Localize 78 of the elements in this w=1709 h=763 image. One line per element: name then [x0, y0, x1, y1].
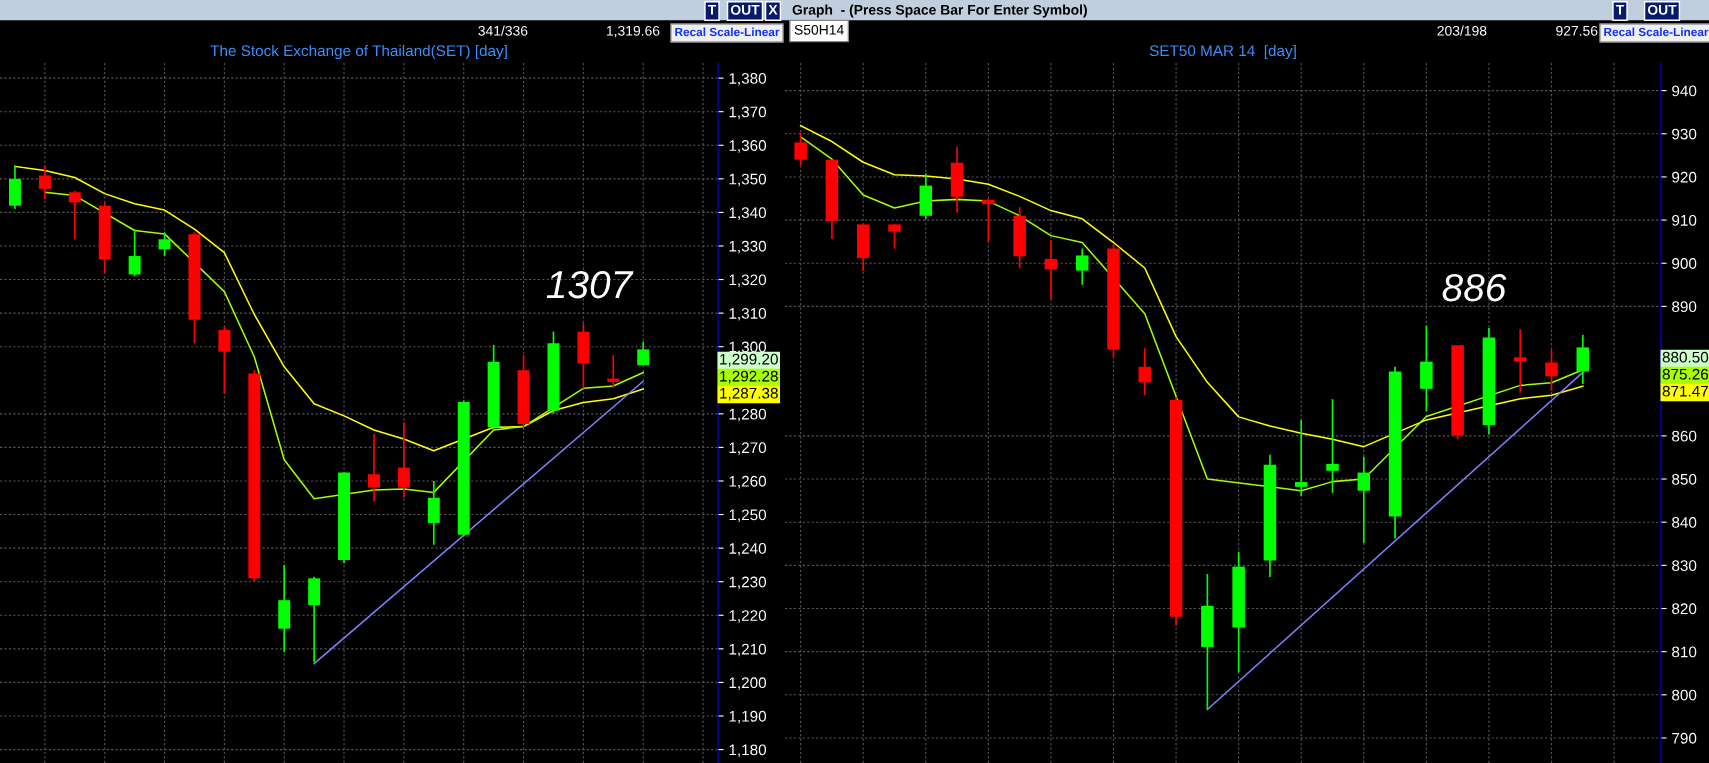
text: 1,319.66	[607, 25, 660, 38]
y-tick-label: 1,310	[729, 307, 767, 321]
y-tick-label: 1,340	[729, 207, 767, 220]
y-tick-label: 940	[1672, 85, 1697, 97]
text: 875.26	[1662, 368, 1709, 380]
text: Graph - (Press Space Bar For Enter Symbol)	[792, 4, 1087, 18]
y-tick-label: 930	[1672, 128, 1697, 140]
y-tick-label: 790	[1672, 732, 1697, 744]
text: 1,287.38	[720, 387, 778, 401]
text: OUT	[1647, 4, 1677, 15]
text: 1,292.28	[720, 370, 778, 384]
candlestick	[982, 197, 995, 243]
candlestick	[397, 421, 410, 499]
y-tick-label: 1,260	[729, 475, 767, 489]
y-tick-label: 1,350	[729, 173, 767, 187]
annotation: 1307	[546, 270, 634, 299]
candlestick	[1138, 347, 1152, 397]
line-series	[44, 191, 644, 500]
text: 341/336	[478, 25, 528, 36]
y-tick-label: 1,360	[729, 140, 767, 153]
y-tick-label: 810	[1672, 646, 1697, 658]
line-series	[799, 124, 1584, 448]
text: T	[707, 5, 717, 15]
y-tick-label: 820	[1672, 603, 1697, 615]
y-tick-label: 800	[1672, 689, 1697, 701]
candlestick	[367, 433, 380, 502]
y-tick-label: 1,280	[729, 408, 767, 422]
line-series	[14, 165, 644, 452]
text: S50H14	[794, 24, 844, 35]
y-tick-label: 1,180	[729, 744, 767, 758]
text: T	[1615, 5, 1625, 15]
text: 1,299.20	[720, 353, 778, 367]
candlestick	[888, 223, 901, 250]
candlestick	[68, 189, 81, 241]
candlestick	[128, 228, 141, 278]
text: Recal Scale-Linear	[675, 27, 780, 37]
y-tick-label: 1,230	[729, 576, 767, 590]
y-tick-label: 1,330	[729, 240, 767, 254]
y-tick-label: 1,190	[729, 710, 767, 724]
annotation: 886	[1442, 273, 1507, 302]
y-tick-label: 840	[1672, 517, 1697, 528]
candlestick	[794, 131, 807, 167]
candlestick	[1044, 239, 1058, 301]
y-tick-label: 860	[1672, 430, 1697, 442]
text: Recal Scale-Linear	[1604, 27, 1709, 37]
candlestick	[1545, 348, 1558, 392]
y-tick-label: 920	[1672, 171, 1697, 183]
y-tick-label: 890	[1672, 301, 1697, 313]
y-tick-label: 1,240	[729, 543, 767, 556]
y-tick-label: 900	[1672, 258, 1697, 269]
candlestick	[158, 231, 171, 257]
y-tick-label: 1,270	[729, 442, 767, 455]
text: OUT	[730, 4, 760, 15]
chart-title: SET50 MAR 14 [day]	[1149, 44, 1296, 60]
chart-title: The Stock Exchange of Thailand(SET) [day]	[210, 44, 507, 60]
text: 203/198	[1437, 25, 1487, 36]
candlestick	[1294, 419, 1308, 498]
y-tick-label: 910	[1672, 214, 1697, 226]
text: 871.47	[1662, 385, 1708, 397]
y-tick-label: 850	[1672, 473, 1697, 485]
candlestick	[1075, 247, 1089, 286]
candlestick	[607, 354, 620, 389]
candlestick	[1326, 398, 1339, 494]
y-tick-label: 1,370	[729, 106, 767, 120]
y-tick-label: 1,210	[729, 643, 767, 657]
y-tick-label: 1,220	[729, 610, 767, 623]
candlestick	[1357, 455, 1371, 544]
y-tick-label: 1,200	[729, 677, 767, 690]
y-tick-label: 1,320	[729, 274, 767, 288]
text: 927.56	[1556, 25, 1598, 36]
candlestick	[38, 164, 51, 200]
text: X	[768, 5, 778, 15]
y-tick-label: 830	[1672, 560, 1697, 572]
candlestick	[1513, 328, 1527, 394]
y-tick-label: 1,380	[729, 72, 767, 86]
y-tick-label: 1,250	[729, 509, 767, 523]
candlestick	[218, 325, 231, 395]
text: 880.50	[1662, 351, 1709, 363]
